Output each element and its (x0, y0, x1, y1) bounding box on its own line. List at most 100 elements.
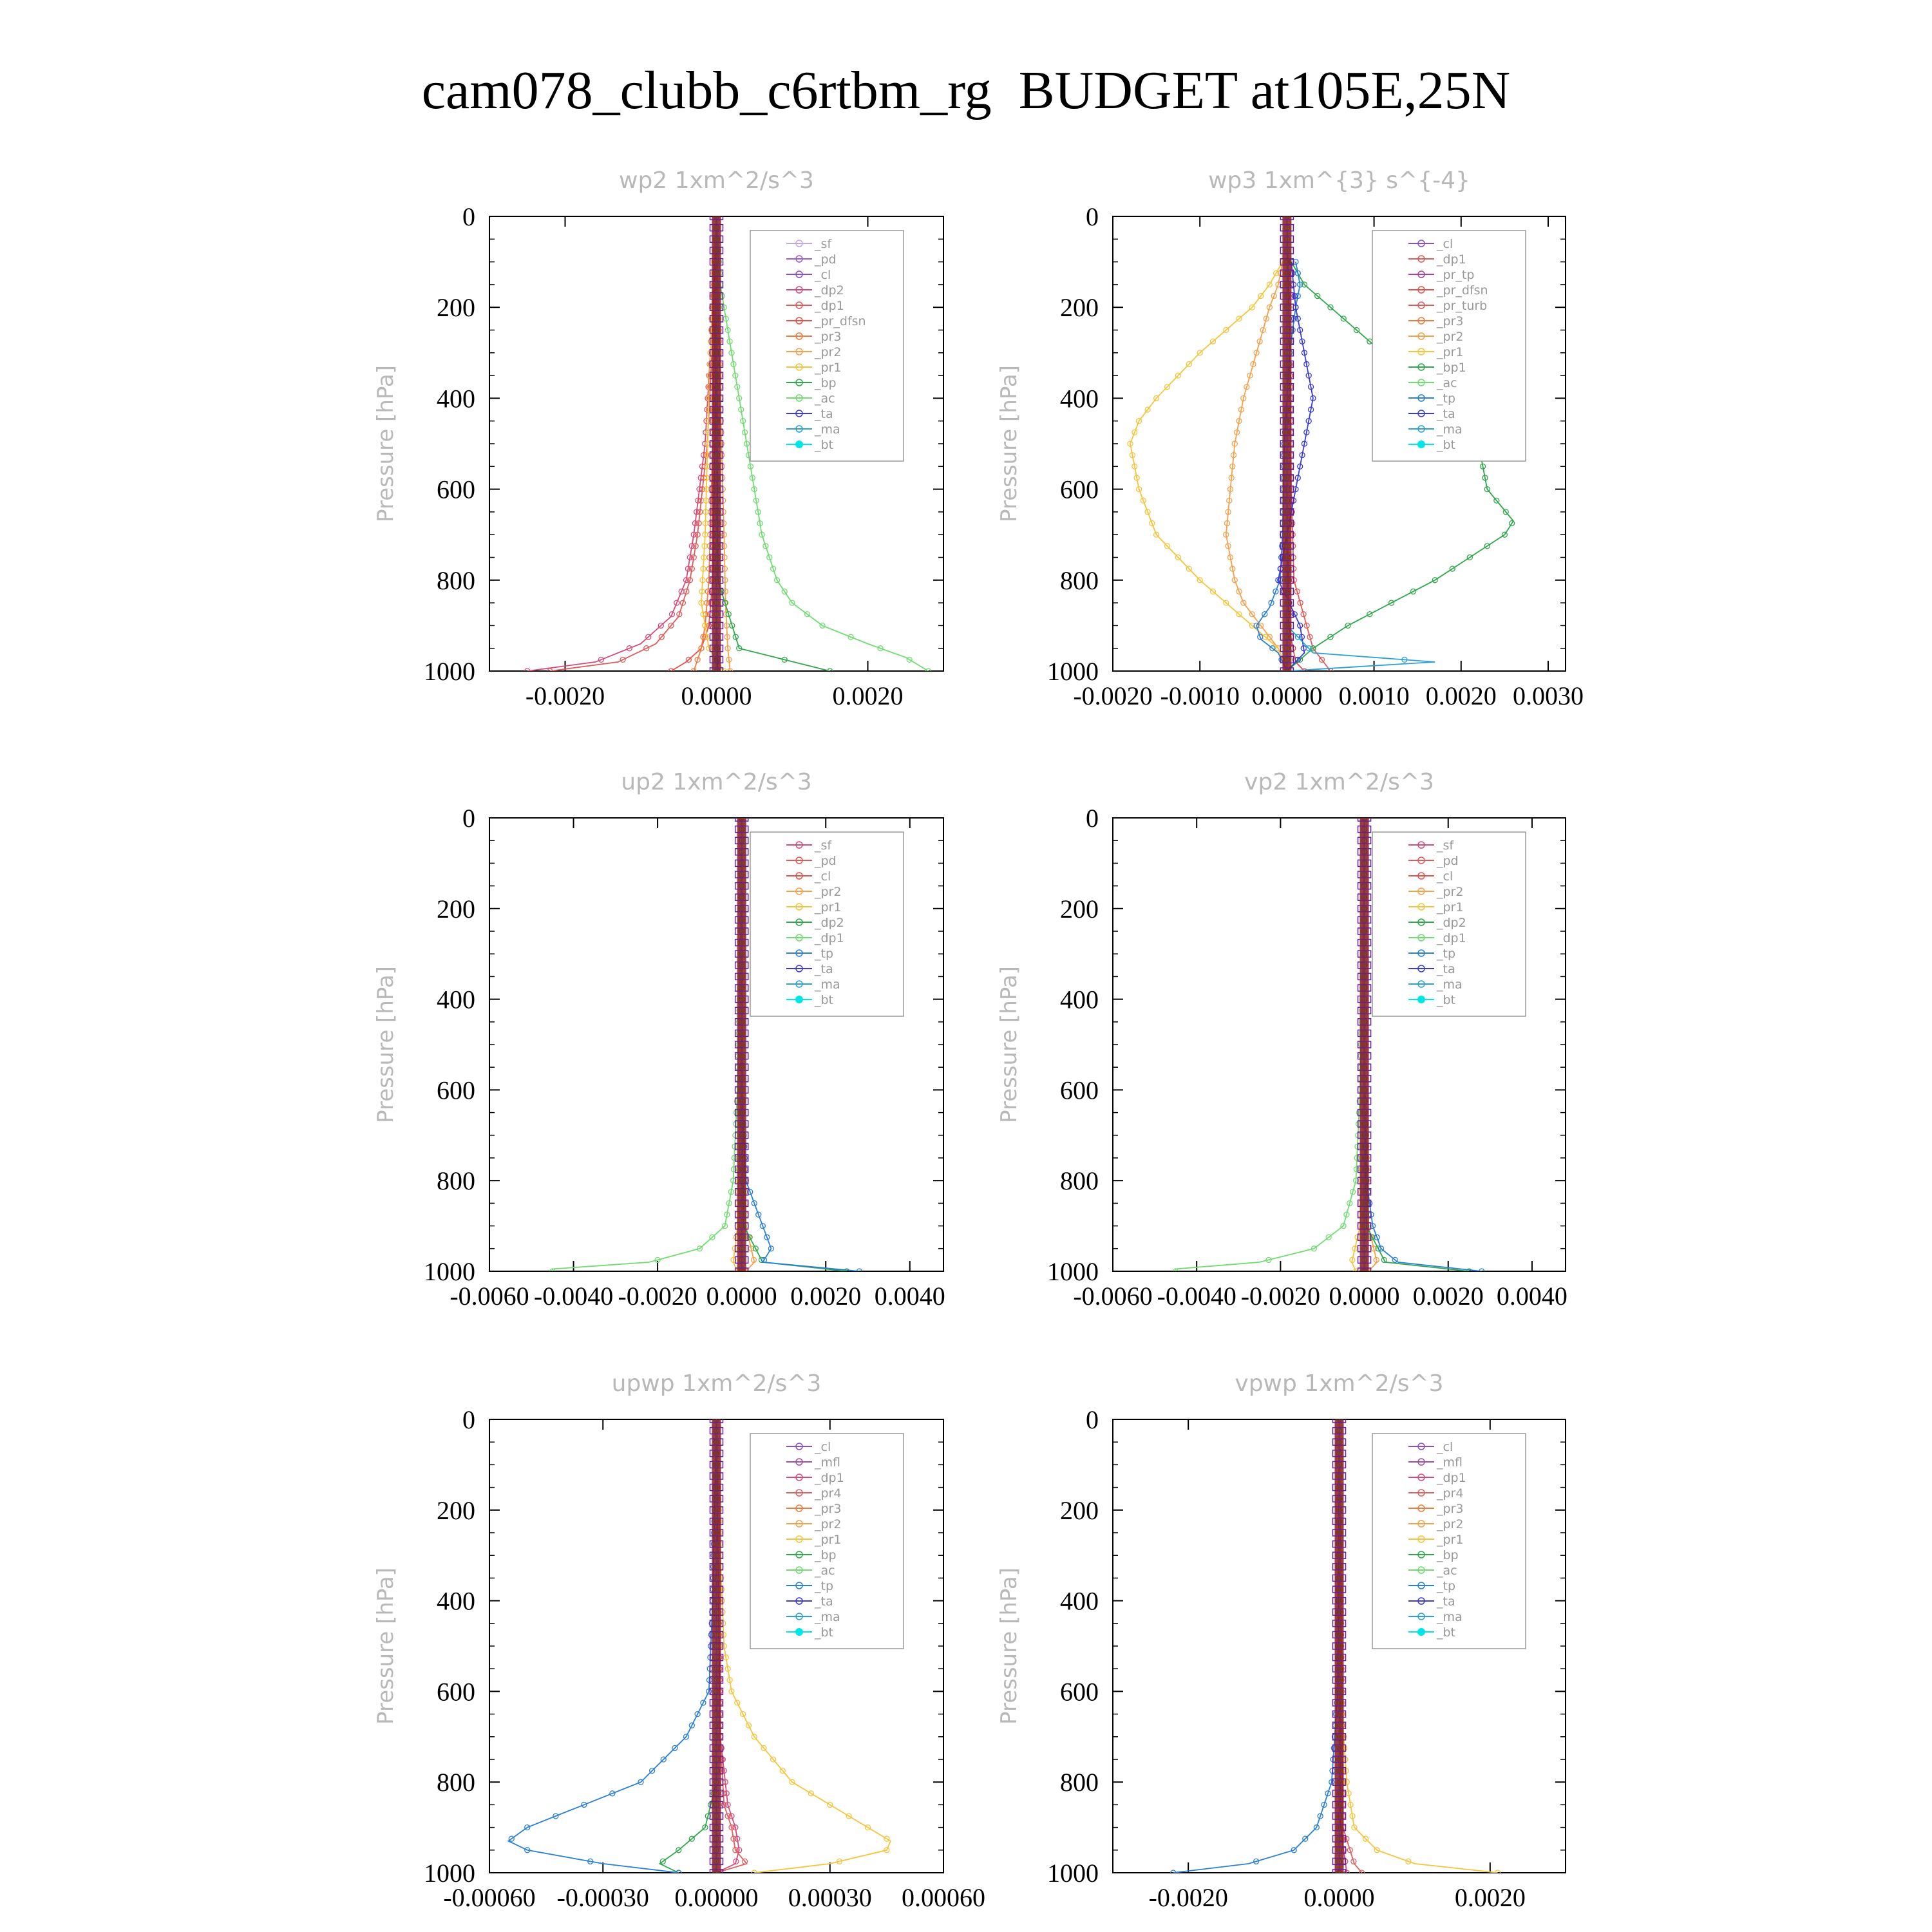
series-marker (755, 1211, 762, 1218)
series-marker (706, 1688, 712, 1695)
series-marker (1299, 338, 1305, 345)
legend-label: _pr_turb (1436, 299, 1487, 313)
x-tick-label: 0.0010 (1339, 681, 1410, 710)
zero-marker (1280, 587, 1294, 596)
zero-marker (1357, 1108, 1372, 1117)
series-marker (808, 1790, 815, 1797)
zero-marker (734, 1267, 749, 1271)
series-marker (747, 1189, 753, 1195)
zero-marker (1280, 565, 1294, 573)
zero-marker (709, 428, 724, 437)
series-marker (764, 1234, 770, 1240)
series-marker (789, 1779, 795, 1785)
series-group (1170, 1419, 1501, 1873)
series-marker (1317, 1813, 1323, 1819)
x-tick-label: 0.00000 (675, 1883, 759, 1912)
series-marker (1374, 1847, 1380, 1853)
series-marker (1340, 1222, 1347, 1229)
zero-marker (709, 1461, 724, 1469)
series-marker (789, 600, 795, 606)
zero-marker (1357, 1075, 1372, 1083)
legend-marker (795, 980, 803, 988)
series-marker (724, 1211, 730, 1218)
y-tick-label: 1000 (424, 1859, 475, 1888)
zero-marker (1280, 542, 1294, 550)
legend-marker (1417, 1504, 1425, 1512)
legend-label: _pd (814, 854, 837, 868)
series-marker (668, 622, 674, 629)
series-marker (1298, 634, 1305, 640)
legend-label: _pr_dfsn (814, 314, 866, 328)
series-marker (1229, 463, 1236, 469)
zero-marker (709, 1495, 724, 1502)
series-marker (1250, 361, 1256, 368)
zero-marker (1332, 1869, 1347, 1873)
legend-label: _bt (1436, 993, 1455, 1007)
legend-label: _bp (814, 376, 837, 390)
series-marker (1297, 600, 1303, 606)
series-marker (819, 622, 826, 629)
series-marker (1172, 1268, 1179, 1271)
legend-marker (1417, 1582, 1425, 1589)
zero-marker (709, 1653, 724, 1662)
zero-line-stack (1282, 216, 1292, 671)
legend-label: _pr1 (1436, 900, 1463, 914)
series-marker (1229, 565, 1236, 572)
legend-marker (795, 240, 803, 247)
series-marker (1223, 327, 1229, 334)
legend-label: _ma (1436, 422, 1463, 437)
zero-marker (709, 1506, 724, 1514)
zero-marker (734, 1052, 749, 1060)
series-marker (741, 429, 748, 435)
series-marker (732, 1847, 739, 1853)
series-marker (728, 1688, 735, 1695)
legend-label: _ma (814, 1610, 840, 1624)
series-marker (884, 1847, 890, 1853)
series-marker (1351, 1824, 1358, 1831)
series-marker (741, 1858, 748, 1865)
series-marker (694, 531, 701, 538)
legend-label: _cl (1436, 1440, 1453, 1454)
zero-marker (709, 497, 724, 504)
zero-marker (734, 1007, 749, 1014)
legend-marker (1417, 887, 1425, 895)
zero-marker (734, 893, 749, 901)
series-marker (804, 611, 811, 618)
zero-marker (1357, 1245, 1372, 1253)
zero-marker (1332, 1710, 1347, 1718)
series-line-dp2 (527, 216, 717, 671)
series-marker (730, 1256, 737, 1264)
series-marker (1258, 292, 1264, 299)
legend-label: _bt (1436, 1625, 1455, 1640)
zero-marker (709, 656, 724, 664)
y-tick-label: 600 (1060, 1075, 1099, 1104)
zero-marker (709, 372, 724, 379)
series-marker (1153, 531, 1160, 538)
x-tick-label: 0.0000 (681, 681, 752, 710)
series-marker (1484, 486, 1490, 493)
series-marker (1135, 486, 1142, 493)
legend-marker (1417, 1443, 1425, 1450)
series-marker (1266, 304, 1273, 310)
series-marker (1164, 384, 1171, 390)
zero-marker (734, 837, 749, 844)
y-tick-label: 0 (462, 1405, 475, 1434)
series-marker (685, 565, 692, 572)
series-marker (1225, 509, 1231, 515)
zero-marker (1332, 1721, 1347, 1729)
legend-marker (795, 903, 803, 911)
series-marker (699, 577, 706, 583)
zero-marker (1332, 1812, 1347, 1820)
series-marker (549, 1268, 556, 1271)
zero-marker (1280, 223, 1294, 232)
series-marker (1240, 600, 1247, 606)
series-marker (1329, 1779, 1335, 1785)
zero-marker (709, 1846, 724, 1854)
legend-marker (1417, 1473, 1425, 1481)
series-marker (643, 645, 650, 652)
series-marker (702, 1824, 708, 1831)
series-line-dp1 (552, 818, 743, 1271)
series-marker (1236, 316, 1242, 322)
zero-marker (1280, 406, 1294, 413)
series-marker (781, 588, 788, 595)
